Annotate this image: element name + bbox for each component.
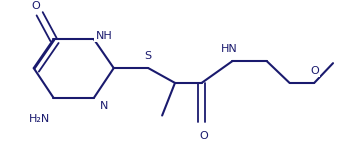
Text: O: O — [31, 1, 40, 11]
Text: S: S — [145, 51, 152, 61]
Text: HN: HN — [221, 44, 238, 54]
Text: NH: NH — [95, 30, 112, 41]
Text: O: O — [199, 131, 208, 141]
Text: N: N — [100, 101, 108, 111]
Text: H₂N: H₂N — [29, 114, 50, 125]
Text: O: O — [310, 66, 319, 76]
